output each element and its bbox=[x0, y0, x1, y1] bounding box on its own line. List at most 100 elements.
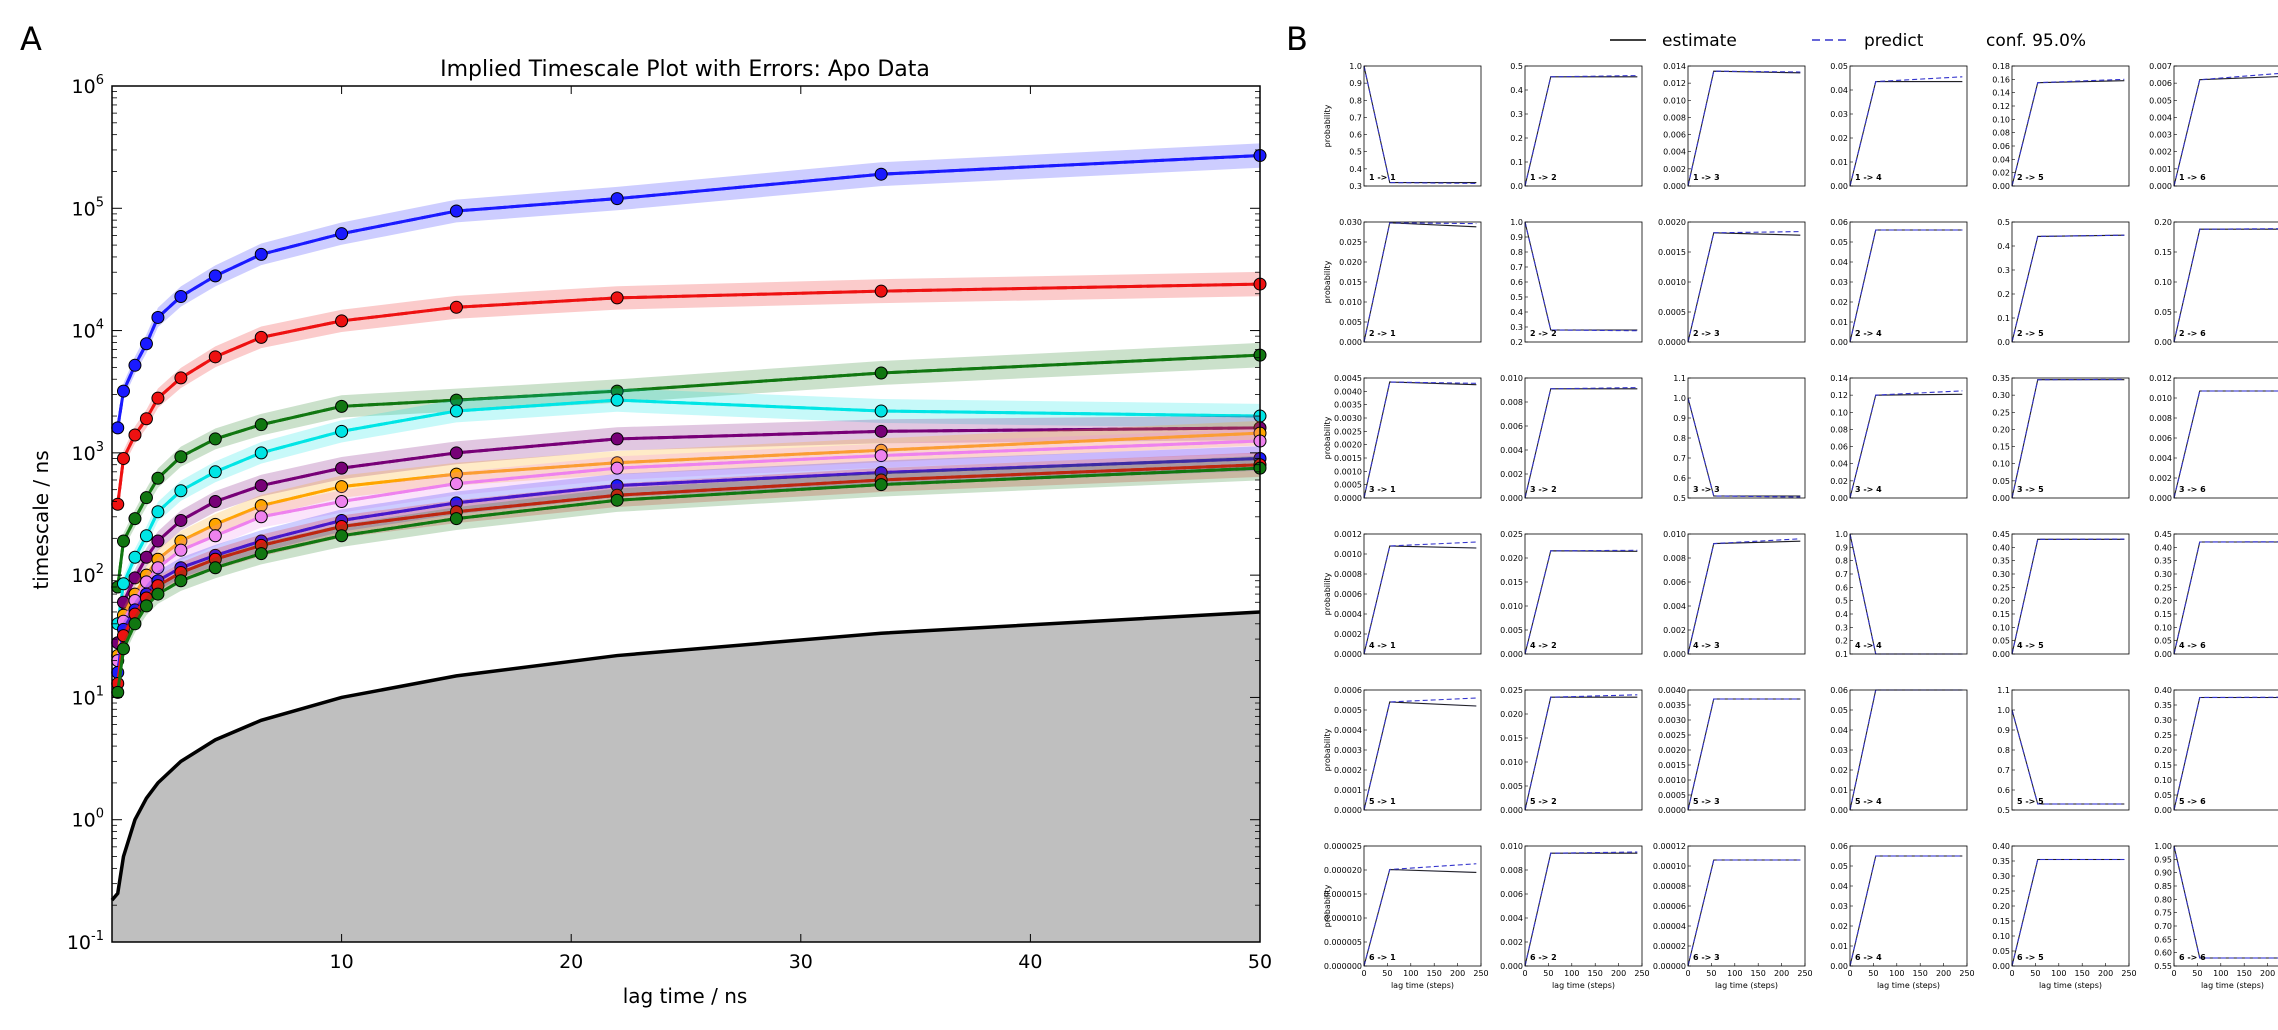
y-tick-label: 0.25 bbox=[1992, 408, 2010, 417]
x-tick-label: 0 bbox=[1522, 969, 1527, 978]
estimate-line bbox=[1363, 381, 1477, 499]
data-point bbox=[174, 543, 188, 557]
x-tick-label: 50 bbox=[1382, 969, 1392, 978]
y-tick-label: 0.20 bbox=[1992, 597, 2010, 606]
data-point bbox=[151, 471, 165, 485]
y-tick-label: 0.25 bbox=[2154, 731, 2172, 740]
x-tick-label: 100 bbox=[1727, 969, 1742, 978]
y-tick-label: 0.005 bbox=[1500, 626, 1523, 635]
x-tick-label: 20 bbox=[559, 951, 583, 973]
subplot-label: 4 -> 3 bbox=[1693, 641, 1720, 650]
confidence-band-1 bbox=[117, 143, 1261, 434]
confidence-band bbox=[2012, 709, 2125, 805]
data-point bbox=[874, 167, 888, 181]
estimate-line bbox=[2011, 234, 2125, 343]
x-tick-label: 200 bbox=[2098, 969, 2113, 978]
data-point bbox=[128, 428, 142, 442]
estimate-line bbox=[1363, 545, 1477, 655]
y-tick-label: 0.5 bbox=[1510, 62, 1523, 71]
x-tick-label: 250 bbox=[1959, 969, 1974, 978]
y-tick-label: 0.000 bbox=[1339, 338, 1362, 347]
confidence-band bbox=[1688, 540, 1801, 655]
predict-line bbox=[1363, 697, 1477, 811]
subplot-2-to-1: 0.000 0.005 0.010 0.015 0.020 0.025 0.030 proba… bbox=[1323, 218, 1482, 347]
confidence-band bbox=[2174, 228, 2278, 343]
y-tick-label: 0.00 bbox=[1830, 494, 1848, 503]
estimate-line bbox=[2011, 80, 2125, 187]
y-tick-label: 0.1 bbox=[1510, 158, 1523, 167]
x-tick-label: 250 bbox=[2121, 969, 2136, 978]
estimate-line bbox=[2173, 541, 2278, 655]
y-tick-label: 0.0035 bbox=[1658, 701, 1686, 710]
predict-line bbox=[2011, 378, 2125, 499]
subplot-frame bbox=[1363, 221, 1482, 343]
subplot-3-to-3: 0.5 0.6 0.7 0.8 0.9 1.0 1.1 3 -> 3 bbox=[1673, 374, 1806, 503]
x-axis-label: lag time (steps) bbox=[1877, 981, 1940, 990]
estimate-line bbox=[1687, 540, 1801, 655]
predict-line bbox=[2011, 709, 2125, 805]
y-tick-label: 0.04 bbox=[1830, 86, 1848, 95]
y-tick-label: 0.04 bbox=[1830, 460, 1848, 469]
y-tick-label: 0.00006 bbox=[1653, 902, 1686, 911]
predict-line bbox=[1363, 222, 1477, 343]
ck-test-grid: estimate predict conf. 95.0% 0.30.40.50.60… bbox=[1323, 31, 2278, 990]
predict-line bbox=[1524, 549, 1638, 655]
confidence-band bbox=[1525, 550, 1638, 655]
predict-line bbox=[1849, 390, 1963, 499]
y-axis-label: probability bbox=[1323, 104, 1332, 147]
data-point bbox=[335, 461, 349, 475]
y-tick-label: 0.45 bbox=[1992, 530, 2010, 539]
y-tick-label: 0.00008 bbox=[1653, 882, 1686, 891]
estimate-line bbox=[2011, 709, 2125, 805]
y-tick-label: 0.00002 bbox=[1653, 942, 1686, 951]
subplot-grid: 0.3 0.4 0.5 0.6 0.7 0.8 0.9 1.0 probability 1 -> … bbox=[1323, 62, 2278, 990]
x-tick-label: 200 bbox=[2260, 969, 2275, 978]
y-tick-label: 0.00 bbox=[2154, 806, 2172, 815]
confidence-band bbox=[2012, 79, 2125, 187]
data-point bbox=[449, 477, 463, 491]
subplot-4-to-5: 0.00 0.05 0.10 0.15 0.20 0.25 0.30 0.35 0.40 0.45… bbox=[1992, 530, 2130, 659]
y-tick-label: 0.05 bbox=[1992, 477, 2010, 486]
data-point bbox=[151, 505, 165, 519]
y-tick-label: 0.0010 bbox=[1334, 550, 1362, 559]
y-tick-label: 0.0003 bbox=[1334, 746, 1362, 755]
data-point bbox=[174, 371, 188, 385]
data-point bbox=[116, 384, 130, 398]
x-tick-label: 200 bbox=[1774, 969, 1789, 978]
confidence-band bbox=[2012, 234, 2125, 343]
subplot-label: 1 -> 1 bbox=[1369, 173, 1396, 182]
y-tick-label: 0.01 bbox=[1830, 942, 1848, 951]
y-tick-label: 0.020 bbox=[1500, 554, 1523, 563]
legend-label-1: estimate bbox=[1662, 31, 1737, 51]
subplot-5-to-6: 0.00 0.05 0.10 0.15 0.20 0.25 0.30 0.35 0.40 5 ->… bbox=[2154, 686, 2278, 815]
subplot-frame bbox=[2173, 65, 2278, 187]
subplot-frame bbox=[1849, 845, 1968, 967]
y-axis-label: probability bbox=[1323, 416, 1332, 459]
data-point bbox=[254, 446, 268, 460]
y-tick-label: 0.20 bbox=[1992, 425, 2010, 434]
y-tick-label: 1.1 bbox=[1997, 686, 2010, 695]
y-tick-label: 0.2 bbox=[1510, 134, 1523, 143]
y-tick-label: 0.75 bbox=[2154, 909, 2172, 918]
x-tick-label: 200 bbox=[1611, 969, 1626, 978]
predict-line bbox=[1363, 65, 1477, 184]
subplot-label: 4 -> 1 bbox=[1369, 641, 1396, 650]
predict-line bbox=[1524, 694, 1638, 811]
y-tick-label: 0.0040 bbox=[1334, 387, 1362, 396]
y-tick-label: 0.012 bbox=[1663, 79, 1686, 88]
plot-frame bbox=[111, 85, 1261, 943]
y-tick-label: 1.0 bbox=[1510, 218, 1523, 227]
x-tick-label: 50 bbox=[2030, 969, 2040, 978]
confidence-band bbox=[1850, 855, 1963, 967]
confidence-band bbox=[2012, 858, 2125, 967]
y-tick-label: 0.30 bbox=[2154, 570, 2172, 579]
subplot-frame bbox=[2173, 845, 2278, 967]
subplot-frame bbox=[1849, 377, 1968, 499]
subplot-5-to-5: 0.5 0.6 0.7 0.8 0.9 1.0 1.1 5 -> 5 bbox=[1997, 686, 2130, 815]
y-tick-label: 0.0025 bbox=[1334, 427, 1362, 436]
confidence-band bbox=[2174, 845, 2278, 959]
subplot-6-to-5: 0.00 0.05 0.10 0.15 0.20 0.25 0.30 0.35 0.40 0 50 1… bbox=[1992, 842, 2136, 990]
y-tick-label: 0.0020 bbox=[1334, 441, 1362, 450]
y-tick-label: 0.6 bbox=[1510, 278, 1523, 287]
y-tick-label: 0.20 bbox=[2154, 597, 2172, 606]
